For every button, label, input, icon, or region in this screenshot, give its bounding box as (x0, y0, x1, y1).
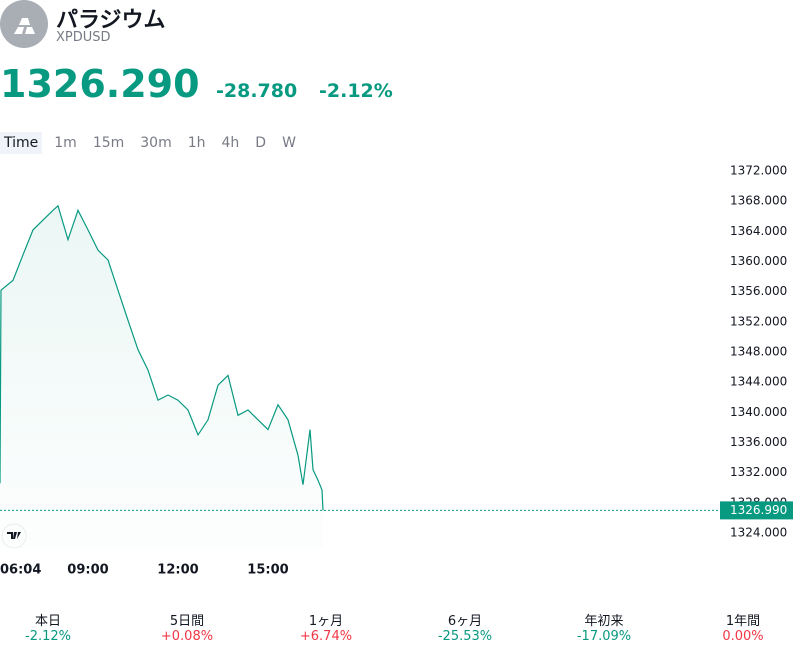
period: 本日 -2.12% (0, 610, 108, 644)
timeframe-tab[interactable]: W (282, 135, 296, 151)
x-tick-label: 12:00 (157, 563, 198, 578)
y-tick-label: 1348.000 (730, 345, 787, 359)
y-tick-label: 1324.000 (730, 525, 787, 539)
period-value: -2.12% (25, 629, 71, 644)
change: -28.780 (216, 80, 298, 102)
y-tick-label: 1360.000 (730, 254, 787, 268)
x-tick-label: 06:04 (0, 563, 41, 578)
symbol: XPDUSD (56, 30, 111, 45)
period-value: +6.74% (299, 629, 353, 644)
period: 5日間 +0.08% (127, 610, 247, 644)
x-tick-label: 09:00 (67, 563, 108, 578)
price-label-box (720, 501, 793, 520)
line (0, 204, 324, 511)
period-value: -17.09% (576, 629, 632, 644)
period-performance: 本日 -2.12% 5日間 +0.08% 1ヶ月 +6.74% 6ヶ月 -25.53% 年初来 -… (0, 610, 800, 650)
symbol-icon (0, 0, 48, 48)
period: 1ヶ月 +6.74% (266, 610, 386, 644)
x-tick-label: 15:00 (247, 563, 288, 578)
y-tick-label: 1340.000 (730, 405, 787, 419)
price-label: 1326.990 (730, 503, 787, 517)
chart: 1324.0001328.0001332.0001336.0001340.000… (0, 164, 793, 578)
y-tick-label: 1356.000 (730, 284, 787, 298)
y-tick-label: 1352.000 (730, 314, 787, 328)
period-name: 1年間 (725, 614, 761, 629)
period: 年初来 -17.09% (544, 610, 664, 644)
y-tick-label: 1364.000 (730, 224, 787, 238)
period-value: -25.53% (437, 629, 493, 644)
change-percent: -2.12% (319, 80, 393, 102)
timeframe-tab[interactable]: 15m (92, 135, 125, 151)
price: 1326.290 (0, 62, 200, 106)
timeframe-tab[interactable]: 4h (221, 135, 240, 151)
timeframe-tab[interactable]: 30m (140, 135, 172, 151)
title: パラジウム (56, 8, 166, 33)
period-name: 6ヶ月 (447, 614, 483, 629)
period-value: 0.00% (722, 629, 764, 644)
period-name: 年初来 (584, 614, 624, 629)
timeframe-tab[interactable]: D (255, 135, 267, 151)
y-tick-label: 1332.000 (730, 465, 787, 479)
period: 1年間 0.00% (683, 610, 800, 644)
y-tick-label: 1368.000 (730, 194, 787, 208)
period-name: 5日間 (169, 614, 205, 629)
period-value: +0.08% (160, 629, 214, 644)
y-tick-label: 1344.000 (730, 375, 787, 389)
timeframe-tab[interactable]: 1m (54, 135, 77, 151)
period-name: 1ヶ月 (308, 614, 344, 629)
timeframe-tabs: Time 1m 15m 30m 1h 4h D W (0, 132, 308, 154)
y-tick-label: 1336.000 (730, 435, 787, 449)
timeframe-tab[interactable]: 1h (187, 135, 206, 151)
y-tick-label: 1372.000 (730, 164, 787, 178)
period-name: 本日 (34, 614, 61, 629)
period: 6ヶ月 -25.53% (405, 610, 525, 644)
timeframe-tab[interactable]: Time (0, 132, 43, 154)
area (0, 205, 323, 549)
